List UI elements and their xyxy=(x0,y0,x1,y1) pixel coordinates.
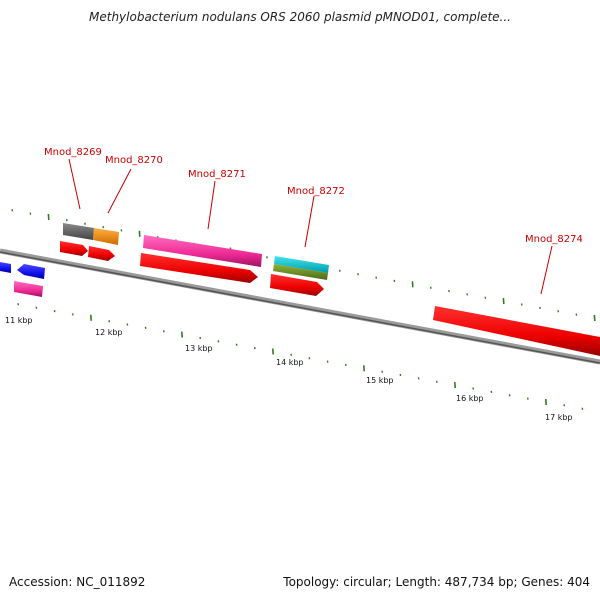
gene-label[interactable]: Mnod_8269 xyxy=(44,147,102,158)
kbp-label: 11 kbp xyxy=(5,316,33,325)
kbp-label: 17 kbp xyxy=(545,413,573,422)
kbp-label: 14 kbp xyxy=(276,358,304,367)
gene-label[interactable]: Mnod_8272 xyxy=(287,186,345,197)
lower-scale-ticks xyxy=(17,303,584,410)
genome-backbone xyxy=(0,248,600,365)
label-leader xyxy=(107,168,132,214)
label-leader xyxy=(68,158,81,210)
gene-label[interactable]: Mnod_8271 xyxy=(188,169,246,180)
label-leader xyxy=(304,195,315,248)
gene-feature-gray[interactable] xyxy=(63,223,94,240)
gene-feature-pink[interactable] xyxy=(14,281,43,297)
gene-feature-blue[interactable] xyxy=(17,264,45,279)
gene-features xyxy=(0,223,600,356)
gene-labels: Mnod_8269 Mnod_8270 Mnod_8271 Mnod_8272 … xyxy=(44,147,583,295)
kbp-label: 12 kbp xyxy=(95,328,123,337)
gene-feature-cyan[interactable] xyxy=(274,256,329,273)
gene-feature-orange[interactable] xyxy=(93,228,119,245)
gene-feature-blue[interactable] xyxy=(0,262,11,273)
map-title: Methylobacterium nodulans ORS 2060 plasm… xyxy=(89,10,511,24)
gene-feature-pink[interactable] xyxy=(143,235,262,267)
summary-text: Topology: circular; Length: 487,734 bp; … xyxy=(283,575,590,589)
gene-label[interactable]: Mnod_8274 xyxy=(525,234,583,245)
kbp-label: 15 kbp xyxy=(366,376,394,385)
gene-label[interactable]: Mnod_8270 xyxy=(105,155,163,166)
label-leader xyxy=(540,245,553,295)
gene-feature-red[interactable] xyxy=(433,306,600,356)
kbp-label: 16 kbp xyxy=(456,394,484,403)
kbp-labels: 11 kbp 12 kbp 13 kbp 14 kbp 15 kbp 16 kb… xyxy=(5,316,573,422)
gene-feature-red[interactable] xyxy=(140,253,258,283)
gene-feature-olive[interactable] xyxy=(273,264,328,280)
gene-feature-red[interactable] xyxy=(60,241,88,256)
gene-feature-red[interactable] xyxy=(270,274,324,296)
gene-feature-red[interactable] xyxy=(88,246,115,261)
accession-text: Accession: NC_011892 xyxy=(9,575,146,589)
kbp-label: 13 kbp xyxy=(185,344,213,353)
label-leader xyxy=(207,180,216,230)
